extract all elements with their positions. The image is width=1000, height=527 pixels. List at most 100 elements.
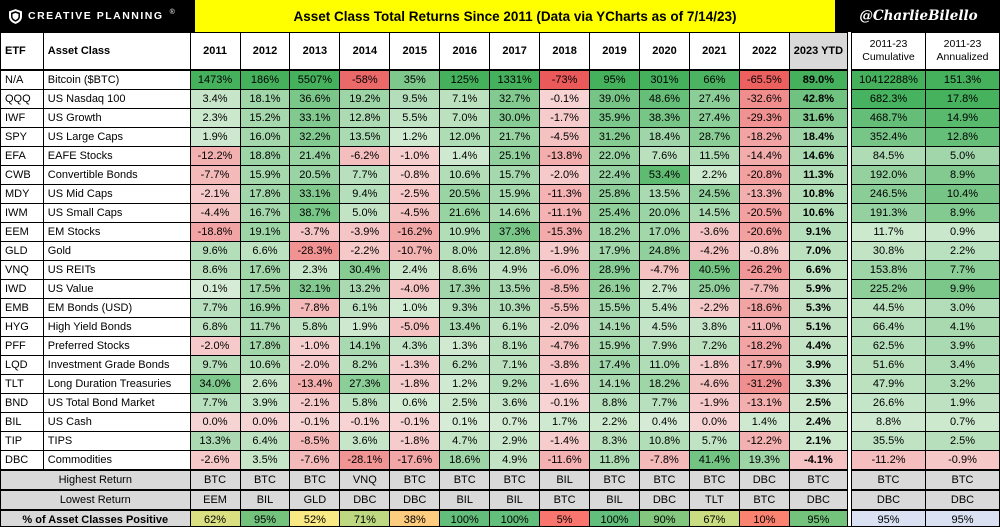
return-cell: 35%: [389, 69, 441, 90]
pct-positive-cell: 38%: [389, 509, 441, 526]
cumulative-cell: 44.5%: [851, 298, 926, 318]
annualized-cell: 151.3%: [925, 69, 1000, 90]
lowest-return-cell: DBC: [639, 489, 690, 511]
return-cell: 4.5%: [639, 317, 690, 337]
annualized-cell: 1.9%: [925, 393, 1000, 413]
table-row: EFA EAFE Stocks -12.2% 18.8% 21.4% -6.2% -1.0%…: [0, 146, 849, 166]
asset-class-cell: EAFE Stocks: [42, 146, 191, 166]
return-cell: 6.2%: [439, 355, 491, 375]
return-cell: 1.9%: [339, 317, 391, 337]
ytd-return-cell: 10.8%: [788, 184, 849, 204]
lowest-return-cell: TLT: [688, 489, 740, 511]
cumulative-cell: 30.8%: [851, 241, 926, 261]
return-cell: 4.9%: [489, 450, 541, 471]
return-cell: 25.8%: [589, 184, 640, 204]
return-cell: 7.0%: [439, 108, 491, 128]
return-cell: 5.0%: [339, 203, 391, 223]
return-cell: -3.9%: [339, 222, 391, 242]
return-cell: 2.3%: [189, 108, 241, 128]
main-returns-table: ETF Asset Class 2011 2012 2013 2014 2015 2016 20…: [0, 32, 849, 526]
return-cell: 186%: [239, 69, 291, 90]
return-cell: 2.3%: [289, 260, 341, 280]
return-cell: -20.5%: [738, 203, 790, 223]
return-cell: 17.5%: [239, 279, 291, 299]
highest-return-cell: BTC: [489, 469, 541, 491]
return-cell: 1331%: [489, 69, 541, 90]
return-cell: 0.1%: [439, 412, 491, 432]
lowest-return-summary-cell: DBC: [851, 489, 926, 511]
return-cell: 5507%: [289, 69, 341, 90]
cumulative-cell: 51.6%: [851, 355, 926, 375]
table-row: EMB EM Bonds (USD) 7.7% 16.9% -7.8% 6.1% 1.0% 9…: [0, 298, 849, 318]
return-cell: 20.5%: [289, 165, 341, 185]
table-row: PFF Preferred Stocks -2.0% 17.8% -1.0% 14.1% 4…: [0, 336, 849, 356]
return-cell: 18.4%: [639, 127, 690, 147]
column-header-2016: 2016: [439, 32, 491, 71]
cumulative-cell: 192.0%: [851, 165, 926, 185]
etf-cell: DBC: [0, 450, 44, 471]
table-row: BND US Total Bond Market 7.7% 3.9% -2.1% 5.8%…: [0, 393, 849, 413]
return-cell: 18.6%: [439, 450, 491, 471]
summary-row: 66.4% 4.1%: [851, 317, 1000, 337]
return-cell: 30.4%: [339, 260, 391, 280]
return-cell: 48.6%: [639, 89, 690, 109]
return-cell: 3.6%: [339, 431, 391, 451]
asset-class-cell: Gold: [42, 241, 191, 261]
annualized-cell: 0.7%: [925, 412, 1000, 432]
asset-class-cell: US Value: [42, 279, 191, 299]
annualized-cell: -0.9%: [925, 450, 1000, 471]
return-cell: 0.1%: [189, 279, 241, 299]
etf-cell: LQD: [0, 355, 44, 375]
return-cell: 33.1%: [289, 184, 341, 204]
return-cell: -11.1%: [539, 203, 591, 223]
pct-positive-summary-cell: 95%: [851, 509, 926, 526]
ytd-return-cell: 11.3%: [788, 165, 849, 185]
return-cell: 11.7%: [239, 317, 291, 337]
pct-positive-cell: 62%: [189, 509, 241, 526]
asset-class-cell: Commodities: [42, 450, 191, 471]
return-cell: 6.6%: [239, 241, 291, 261]
return-cell: 7.1%: [489, 355, 541, 375]
return-cell: 8.6%: [189, 260, 241, 280]
pct-positive-cell: 100%: [589, 509, 640, 526]
column-header-2017: 2017: [489, 32, 541, 71]
return-cell: -2.5%: [389, 184, 441, 204]
annualized-cell: 8.9%: [925, 203, 1000, 223]
asset-class-cell: US Small Caps: [42, 203, 191, 223]
lowest-return-cell: BIL: [489, 489, 541, 511]
ytd-return-cell: 4.4%: [788, 336, 849, 356]
summary-row: 84.5% 5.0%: [851, 146, 1000, 166]
return-cell: -20.8%: [738, 165, 790, 185]
return-cell: 7.6%: [639, 146, 690, 166]
return-cell: -4.5%: [389, 203, 441, 223]
cumulative-cell: 246.5%: [851, 184, 926, 204]
summary-row: 35.5% 2.5%: [851, 431, 1000, 451]
return-cell: -3.7%: [289, 222, 341, 242]
table-row: IWD US Value 0.1% 17.5% 32.1% 13.2% -4.0% 17.3%…: [0, 279, 849, 299]
return-cell: 7.7%: [189, 393, 241, 413]
return-cell: -0.1%: [339, 412, 391, 432]
return-cell: 8.8%: [589, 393, 640, 413]
ytd-return-cell: 89.0%: [788, 69, 849, 90]
summary-row: 51.6% 3.4%: [851, 355, 1000, 375]
return-cell: 14.1%: [589, 317, 640, 337]
return-cell: 1.7%: [539, 412, 591, 432]
return-cell: 9.2%: [489, 374, 541, 394]
etf-cell: EFA: [0, 146, 44, 166]
return-cell: 3.6%: [489, 393, 541, 413]
return-cell: 22.4%: [589, 165, 640, 185]
summary-row: 44.5% 3.0%: [851, 298, 1000, 318]
lowest-return-cell: DBC: [389, 489, 441, 511]
return-cell: -4.2%: [688, 241, 740, 261]
summary-row: 246.5% 10.4%: [851, 184, 1000, 204]
ytd-return-cell: 2.5%: [788, 393, 849, 413]
highest-return-cell: BTC: [189, 469, 241, 491]
return-cell: 6.4%: [239, 431, 291, 451]
return-cell: -1.8%: [389, 431, 441, 451]
ytd-return-cell: 14.6%: [788, 146, 849, 166]
return-cell: 1.4%: [439, 146, 491, 166]
pct-positive-cell: 95%: [788, 509, 849, 526]
return-cell: 17.0%: [639, 222, 690, 242]
twitter-handle: @CharlieBilello: [859, 8, 978, 24]
return-cell: 27.4%: [688, 89, 740, 109]
